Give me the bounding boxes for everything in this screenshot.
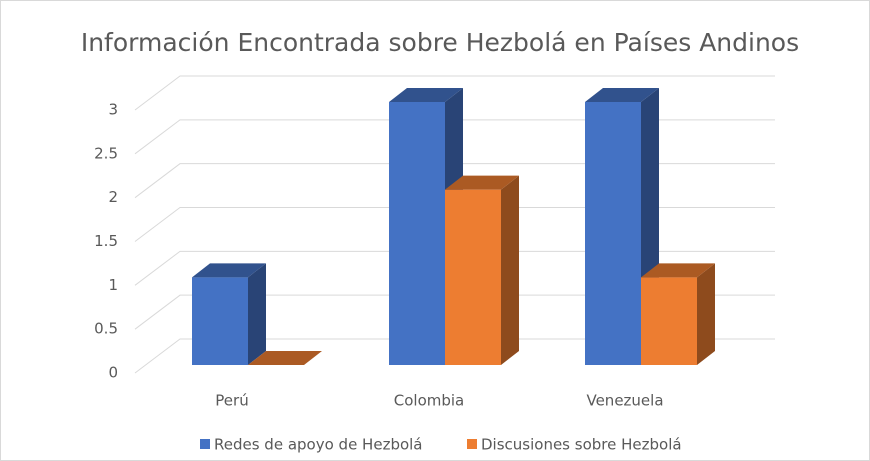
bar-front [445,189,501,365]
y-tick-label: 1 [108,276,118,294]
grid-line [134,207,775,242]
grid-line [134,163,775,199]
bar-front [192,277,248,365]
bar-top [641,263,715,278]
y-tick-label: 0 [108,364,118,382]
y-tick-label: 0.5 [94,320,118,338]
bar-top [192,263,266,278]
grid-line [134,294,775,330]
bar-top [585,88,659,102]
y-tick-label: 2 [108,188,118,206]
legend-swatch [467,439,477,449]
x-tick-label: Perú [215,392,248,410]
grid-line [134,119,775,155]
y-tick-label: 1.5 [94,232,118,250]
grid-line [134,250,775,286]
bar-side [501,175,519,365]
y-tick-label: 2.5 [94,144,118,162]
bar-top [248,351,322,365]
grid-line [134,338,775,374]
legend-label: Discusiones sobre Hezbolá [481,436,682,454]
grid-line [134,75,775,111]
bar-top [445,175,519,190]
x-tick-label: Colombia [394,392,465,410]
legend-label: Redes de apoyo de Hezbolá [214,436,423,454]
bar-front [641,277,697,365]
chart-title: Información Encontrada sobre Hezbolá en … [81,28,799,57]
bar-front [389,102,445,365]
bar-top [389,88,463,102]
bar-side [697,263,715,365]
y-tick-label: 3 [108,101,118,119]
legend-swatch [200,439,210,449]
bar-front [585,102,641,365]
x-tick-label: Venezuela [586,392,663,410]
bar-side [248,263,266,365]
